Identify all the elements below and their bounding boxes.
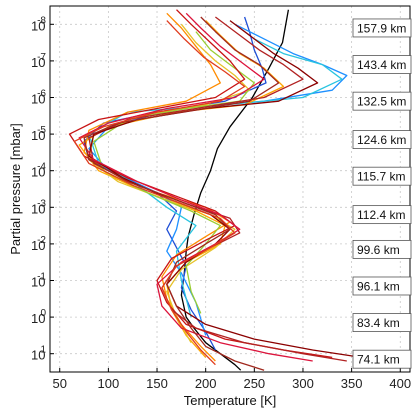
x-tick-label: 150 [146,376,168,391]
altitude-label: 124.6 km [357,133,406,147]
x-tick-label: 350 [341,376,363,391]
y-tick-label: 10 [31,348,45,363]
temperature-profile-line [180,9,290,371]
x-tick-label: 400 [389,376,411,391]
x-tick-label: 100 [98,376,120,391]
altitude-label: 74.1 km [357,353,400,367]
y-tick-exponent: -5 [37,125,46,136]
altitude-label: 115.7 km [357,170,405,184]
y-tick-exponent: -8 [37,15,46,26]
altitude-label: 157.9 km [357,21,406,35]
altitude-label-box [352,239,412,259]
temperature-profile-line [88,20,362,359]
altitude-label-box [352,18,412,38]
y-tick-label: 10 [31,238,45,253]
y-tick-exponent: -6 [37,89,46,100]
altitude-labels: 157.9 km 143.4 km 132.5 km 124.6 km 115.7 km… [352,18,412,369]
temperature-profile-line [73,20,246,366]
altitude-label-box [352,349,412,369]
y-tick-exponent: -1 [37,272,46,283]
y-tick-exponent: -2 [37,235,46,246]
y-tick-label: 10 [31,55,45,70]
plot-frame [49,5,411,373]
altitude-label-box [352,205,412,225]
y-tick-exponent: 0 [40,308,46,319]
temperature-profile-line [68,9,333,359]
altitude-label: 83.4 km [357,316,400,330]
x-tick-label: 250 [243,376,265,391]
y-tick-label: 10 [31,92,45,107]
grid [50,6,410,372]
altitude-label-box [352,166,412,186]
y-tick-label: 10 [31,165,45,180]
temperature-profile-line [78,12,313,362]
altitude-label-box [352,276,412,296]
y-tick-exponent: -7 [37,52,46,63]
y-tick-label: 10 [31,311,45,326]
x-tick-label: 50 [52,376,66,391]
altitude-label-box [352,313,412,332]
temperature-profile-line [83,16,267,351]
altitude-label: 112.4 km [357,208,405,222]
altitude-label: 143.4 km [357,58,406,72]
altitude-label-box [352,91,412,111]
y-tick-exponent: -3 [37,198,46,209]
series-layer [68,9,362,371]
altitude-label: 96.1 km [357,279,400,293]
altitude-label: 99.6 km [357,243,400,257]
x-tick-label: 200 [195,376,217,391]
temperature-profile-line [83,16,280,371]
altitude-label-box [352,55,412,74]
y-tick-exponent: 1 [40,345,46,356]
y-tick-label: 10 [31,201,45,216]
y-tick-exponent: -4 [37,162,46,173]
altitude-label: 132.5 km [357,95,406,109]
temperature-profile-line [88,16,347,362]
y-tick-label: 10 [31,275,45,290]
x-axis: 50 100 150 200 250 300 350 400 [52,368,411,391]
x-tick-label: 300 [292,376,314,391]
altitude-label-box [352,130,412,149]
y-tick-label: 10 [31,18,45,33]
y-axis-label: Partial pressure [mbar] [8,123,23,255]
y-tick-label: 10 [31,128,45,143]
x-axis-label: Temperature [K] [184,393,277,408]
